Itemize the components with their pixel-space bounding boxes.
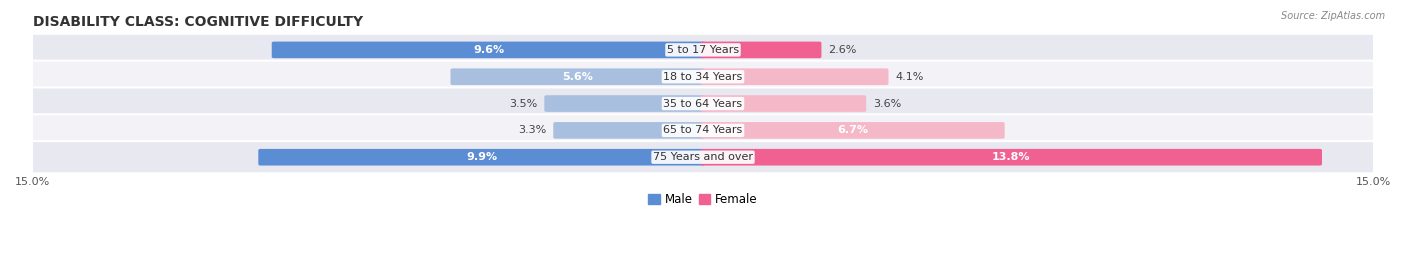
Text: 3.5%: 3.5% [509, 99, 537, 109]
Text: 65 to 74 Years: 65 to 74 Years [664, 125, 742, 135]
FancyBboxPatch shape [450, 68, 706, 85]
Text: DISABILITY CLASS: COGNITIVE DIFFICULTY: DISABILITY CLASS: COGNITIVE DIFFICULTY [32, 15, 363, 29]
Legend: Male, Female: Male, Female [644, 189, 762, 211]
FancyBboxPatch shape [554, 122, 706, 139]
Text: 3.6%: 3.6% [873, 99, 901, 109]
FancyBboxPatch shape [28, 114, 1378, 147]
FancyBboxPatch shape [700, 95, 866, 112]
Text: 13.8%: 13.8% [993, 152, 1031, 162]
Text: 9.9%: 9.9% [467, 152, 498, 162]
FancyBboxPatch shape [271, 42, 706, 58]
Text: Source: ZipAtlas.com: Source: ZipAtlas.com [1281, 11, 1385, 21]
FancyBboxPatch shape [700, 122, 1005, 139]
Text: 35 to 64 Years: 35 to 64 Years [664, 99, 742, 109]
Text: 2.6%: 2.6% [828, 45, 856, 55]
FancyBboxPatch shape [700, 68, 889, 85]
Text: 3.3%: 3.3% [519, 125, 547, 135]
Text: 18 to 34 Years: 18 to 34 Years [664, 72, 742, 82]
FancyBboxPatch shape [700, 42, 821, 58]
FancyBboxPatch shape [28, 141, 1378, 173]
Text: 4.1%: 4.1% [896, 72, 924, 82]
Text: 5.6%: 5.6% [562, 72, 593, 82]
FancyBboxPatch shape [28, 61, 1378, 93]
Text: 6.7%: 6.7% [837, 125, 869, 135]
FancyBboxPatch shape [544, 95, 706, 112]
Text: 75 Years and over: 75 Years and over [652, 152, 754, 162]
FancyBboxPatch shape [28, 87, 1378, 120]
Text: 9.6%: 9.6% [472, 45, 503, 55]
FancyBboxPatch shape [28, 34, 1378, 66]
Text: 5 to 17 Years: 5 to 17 Years [666, 45, 740, 55]
FancyBboxPatch shape [259, 149, 706, 166]
FancyBboxPatch shape [700, 149, 1322, 166]
